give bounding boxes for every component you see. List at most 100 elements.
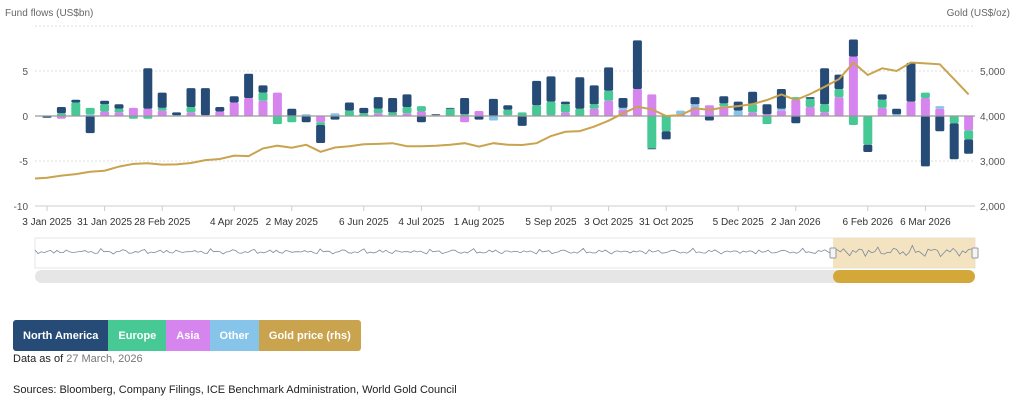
- bar-europe: [949, 116, 959, 124]
- bar-europe: [848, 116, 858, 125]
- bar-europe: [143, 116, 153, 119]
- bar-north-america: [863, 144, 873, 152]
- legend-asia[interactable]: Asia: [166, 320, 210, 351]
- bar-north-america: [373, 97, 383, 109]
- x-tick-label: 6 Mar 2026: [900, 217, 951, 228]
- bar-europe: [834, 89, 844, 98]
- bar-north-america: [762, 104, 772, 115]
- bar-europe: [388, 112, 398, 116]
- bar-asia: [877, 107, 887, 116]
- bar-europe: [503, 109, 513, 116]
- bar-north-america: [388, 98, 398, 113]
- data-as-of: Data as of 27 March, 2026: [13, 353, 143, 365]
- legend-gold-price[interactable]: Gold price (rhs): [258, 320, 361, 351]
- bar-europe: [546, 101, 556, 116]
- bar-europe: [560, 104, 570, 113]
- navigator-right-handle[interactable]: [971, 247, 979, 259]
- bar-north-america: [546, 76, 556, 102]
- bar-europe: [71, 102, 81, 116]
- x-tick-label: 2 May 2025: [266, 217, 319, 228]
- bar-europe: [589, 104, 599, 109]
- bar-north-america: [791, 116, 801, 124]
- legend: North America Europe Asia Other Gold pri…: [13, 320, 361, 351]
- bar-europe: [114, 108, 124, 113]
- bar-asia: [632, 89, 642, 116]
- bar-north-america: [56, 107, 66, 114]
- y2-tick-label: 4,000: [980, 112, 1005, 123]
- y2-tick-label: 3,000: [980, 157, 1005, 168]
- bar-north-america: [834, 74, 844, 89]
- navigator-left-handle[interactable]: [829, 247, 837, 259]
- bar-asia: [186, 112, 196, 116]
- bar-north-america: [215, 107, 225, 112]
- bar-north-america: [445, 107, 455, 109]
- bar-asia: [776, 110, 786, 116]
- bar-other: [488, 116, 498, 121]
- bar-north-america: [690, 97, 700, 105]
- bar-europe: [575, 108, 585, 116]
- bar-north-america: [114, 104, 124, 109]
- bar-north-america: [517, 116, 527, 126]
- bar-asia: [244, 98, 254, 116]
- bar-europe: [762, 116, 772, 125]
- left-axis-title: Fund flows (US$bn): [5, 8, 94, 19]
- scrollbar-thumb[interactable]: [833, 270, 975, 283]
- legend-north-america[interactable]: North America: [13, 320, 109, 351]
- bar-europe: [186, 107, 196, 113]
- x-tick-label: 1 Aug 2025: [454, 217, 505, 228]
- bar-europe: [316, 122, 326, 125]
- x-tick-label: 6 Jun 2025: [339, 217, 389, 228]
- x-tick-label: 5 Dec 2025: [713, 217, 765, 228]
- bar-europe: [647, 116, 657, 149]
- bar-other: [618, 107, 628, 110]
- bar-europe: [272, 116, 282, 125]
- bar-asia: [402, 113, 412, 116]
- bar-europe: [719, 103, 729, 107]
- bar-north-america: [877, 94, 887, 100]
- bar-north-america: [474, 116, 484, 120]
- bar-asia: [935, 108, 945, 116]
- sources-note: Sources: Bloomberg, Company Filings, ICE…: [13, 384, 457, 396]
- bar-north-america: [964, 139, 974, 154]
- bar-europe: [157, 107, 167, 111]
- bar-north-america: [618, 98, 628, 108]
- bar-north-america: [85, 116, 95, 134]
- scrollbar-track[interactable]: [35, 270, 975, 283]
- bar-asia: [647, 94, 657, 116]
- right-axis-title: Gold (US$/oz): [946, 8, 1010, 19]
- x-tick-label: 3 Jan 2025: [22, 217, 72, 228]
- bar-europe: [517, 112, 527, 116]
- bar-north-america: [301, 116, 311, 123]
- bar-north-america: [719, 96, 729, 104]
- bar-asia: [56, 116, 66, 119]
- x-tick-label: 3 Oct 2025: [584, 217, 633, 228]
- bar-europe: [863, 116, 873, 145]
- bar-north-america: [892, 108, 902, 115]
- bar-north-america: [805, 97, 815, 99]
- bar-north-america: [632, 40, 642, 89]
- bar-europe: [805, 98, 815, 107]
- bar-other: [776, 108, 786, 111]
- bar-north-america: [776, 89, 786, 109]
- bar-asia: [748, 112, 758, 116]
- x-tick-label: 31 Oct 2025: [639, 217, 694, 228]
- bar-other: [935, 106, 945, 109]
- data-as-of-label: Data as of: [13, 353, 64, 365]
- bar-north-america: [488, 98, 498, 116]
- navigator-frame: [34, 237, 976, 269]
- bar-asia: [791, 99, 801, 116]
- bar-europe: [661, 116, 671, 132]
- bar-asia: [805, 107, 815, 116]
- bar-asia: [128, 107, 138, 116]
- bar-europe: [373, 108, 383, 114]
- x-tick-label: 5 Sep 2025: [525, 217, 577, 228]
- legend-europe[interactable]: Europe: [108, 320, 167, 351]
- navigator-series-line: [34, 244, 976, 258]
- legend-other[interactable]: Other: [209, 320, 259, 351]
- bar-north-america: [71, 99, 81, 103]
- bar-north-america: [532, 80, 542, 106]
- bar-other: [733, 110, 743, 116]
- bar-north-america: [143, 68, 153, 109]
- bar-asia: [474, 111, 484, 116]
- bar-north-america: [100, 100, 110, 105]
